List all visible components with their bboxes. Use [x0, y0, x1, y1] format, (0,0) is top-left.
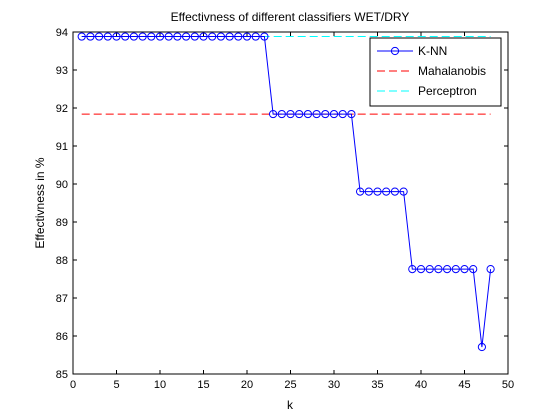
legend-label-mahalanobis: Mahalanobis [418, 64, 486, 78]
data-point-k-nn [364, 187, 373, 196]
data-point-k-nn [347, 109, 356, 119]
x-tick-label: 40 [415, 379, 427, 391]
x-axis-label: k [287, 398, 294, 412]
data-point-k-nn [86, 32, 95, 41]
data-point-k-nn [390, 187, 399, 196]
data-point-k-nn [260, 32, 269, 41]
data-point-k-nn [356, 187, 365, 196]
x-tick-label: 20 [241, 379, 253, 391]
x-axis-ticks: 0 5 10 15 20 25 30 35 40 45 50 [70, 32, 514, 391]
data-point-k-nn [225, 32, 234, 41]
data-point-k-nn [138, 32, 147, 41]
y-tick-label: 85 [56, 369, 68, 381]
data-point-k-nn [251, 32, 260, 41]
x-tick-label: 5 [113, 379, 119, 391]
y-tick-label: 91 [56, 141, 68, 153]
y-axis-label: Effectivness in % [33, 157, 47, 248]
data-point-k-nn [443, 265, 452, 274]
y-tick-label: 87 [56, 293, 68, 305]
x-tick-label: 45 [458, 379, 470, 391]
data-point-k-nn [408, 265, 417, 274]
data-point-k-nn [382, 187, 391, 196]
data-point-k-nn [416, 265, 426, 274]
data-point-k-nn [399, 187, 408, 196]
data-point-k-nn [329, 109, 339, 119]
y-axis-ticks: 85 86 87 88 89 90 91 92 93 94 [56, 27, 508, 381]
y-tick-label: 88 [56, 255, 68, 267]
data-point-k-nn [129, 32, 138, 41]
x-tick-label: 0 [70, 379, 76, 391]
legend-marker-k-nn [390, 46, 400, 56]
data-point-k-nn [216, 32, 225, 41]
data-point-k-nn [234, 32, 243, 41]
data-point-k-nn [295, 109, 304, 119]
chart-title: Effectivness of different classifiers WE… [171, 10, 410, 24]
x-tick-label: 10 [154, 379, 166, 391]
legend: K-NN Mahalanobis Perceptron [369, 37, 502, 107]
x-tick-label: 50 [502, 379, 514, 391]
x-tick-label: 25 [284, 379, 296, 391]
y-tick-label: 92 [56, 103, 68, 115]
x-tick-label: 35 [371, 379, 383, 391]
data-point-k-nn [173, 32, 182, 41]
data-point-k-nn [321, 109, 330, 119]
series-line-k-nn [81, 36, 492, 348]
data-point-k-nn [164, 32, 173, 41]
data-point-k-nn [460, 265, 469, 274]
data-point-k-nn [242, 32, 252, 41]
legend-label-k-nn: K-NN [418, 44, 447, 58]
legend-label-perceptron: Perceptron [418, 84, 477, 98]
data-point-k-nn [312, 109, 321, 119]
data-point-k-nn [199, 32, 208, 41]
series-layer [77, 32, 495, 352]
data-point-k-nn [103, 32, 112, 41]
data-point-k-nn [425, 265, 434, 274]
y-tick-label: 90 [56, 179, 68, 191]
data-point-k-nn [121, 32, 130, 41]
x-tick-label: 15 [197, 379, 209, 391]
data-point-k-nn [182, 32, 191, 41]
data-point-k-nn [77, 32, 86, 41]
y-tick-label: 86 [56, 331, 68, 343]
y-tick-label: 93 [56, 65, 68, 77]
data-point-k-nn [286, 109, 295, 119]
data-point-k-nn [486, 265, 495, 274]
data-point-k-nn [303, 109, 312, 119]
data-point-k-nn [434, 265, 443, 274]
data-point-k-nn [373, 187, 382, 196]
data-point-k-nn [190, 32, 199, 41]
data-point-k-nn [155, 32, 165, 41]
x-tick-label: 30 [328, 379, 340, 391]
data-point-k-nn [147, 32, 156, 41]
y-tick-label: 89 [56, 217, 68, 229]
data-point-k-nn [95, 32, 104, 41]
data-point-k-nn [112, 32, 121, 41]
data-point-k-nn [477, 342, 486, 352]
data-point-k-nn [451, 265, 460, 274]
data-point-k-nn [469, 265, 478, 274]
y-tick-label: 94 [56, 27, 68, 39]
data-point-k-nn [208, 32, 217, 41]
data-point-k-nn [338, 109, 347, 119]
data-point-k-nn [269, 109, 278, 119]
data-point-k-nn [277, 109, 286, 119]
